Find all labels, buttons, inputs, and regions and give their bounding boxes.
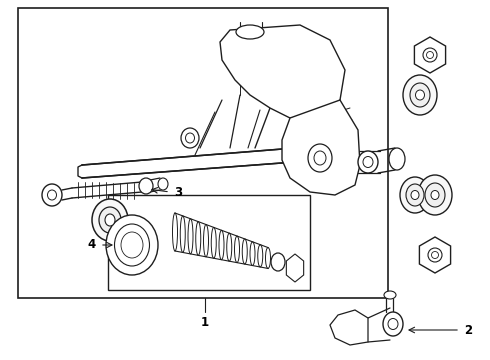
Ellipse shape — [92, 199, 128, 241]
Text: 4: 4 — [88, 238, 96, 252]
Ellipse shape — [266, 248, 270, 269]
Ellipse shape — [426, 51, 434, 58]
Ellipse shape — [411, 190, 419, 199]
Ellipse shape — [388, 319, 398, 329]
Ellipse shape — [418, 175, 452, 215]
Ellipse shape — [406, 184, 424, 206]
Ellipse shape — [242, 239, 247, 264]
Ellipse shape — [400, 177, 430, 213]
Ellipse shape — [48, 190, 56, 200]
Text: 3: 3 — [174, 185, 182, 198]
Ellipse shape — [139, 178, 153, 194]
Ellipse shape — [389, 148, 405, 170]
Ellipse shape — [227, 233, 232, 261]
Ellipse shape — [181, 128, 199, 148]
Ellipse shape — [432, 252, 439, 258]
Ellipse shape — [428, 248, 442, 262]
Ellipse shape — [99, 207, 121, 233]
Ellipse shape — [308, 144, 332, 172]
Ellipse shape — [258, 245, 263, 267]
Ellipse shape — [105, 214, 115, 226]
Ellipse shape — [410, 83, 430, 107]
Polygon shape — [419, 237, 451, 273]
Ellipse shape — [384, 291, 396, 299]
Ellipse shape — [158, 178, 168, 190]
Text: 1: 1 — [201, 315, 209, 328]
Ellipse shape — [250, 242, 255, 266]
Polygon shape — [220, 25, 345, 118]
Ellipse shape — [383, 312, 403, 336]
Ellipse shape — [203, 225, 209, 257]
Ellipse shape — [314, 151, 326, 165]
Ellipse shape — [403, 75, 437, 115]
Polygon shape — [286, 254, 304, 282]
Ellipse shape — [431, 190, 439, 199]
Polygon shape — [282, 100, 360, 195]
Ellipse shape — [271, 253, 285, 271]
Ellipse shape — [106, 215, 158, 275]
Ellipse shape — [423, 48, 437, 62]
Ellipse shape — [42, 184, 62, 206]
Ellipse shape — [172, 213, 177, 251]
Ellipse shape — [425, 183, 445, 207]
Polygon shape — [330, 310, 368, 345]
Ellipse shape — [115, 224, 149, 266]
Ellipse shape — [121, 232, 143, 258]
Ellipse shape — [363, 157, 373, 167]
Ellipse shape — [188, 219, 193, 254]
Bar — [18, 8, 388, 298]
Ellipse shape — [236, 25, 264, 39]
Ellipse shape — [180, 216, 185, 252]
Ellipse shape — [358, 151, 378, 173]
Ellipse shape — [196, 222, 201, 255]
Ellipse shape — [416, 90, 424, 100]
Ellipse shape — [219, 230, 224, 260]
Ellipse shape — [211, 228, 216, 258]
Polygon shape — [415, 37, 445, 73]
Ellipse shape — [186, 133, 195, 143]
Ellipse shape — [235, 236, 240, 263]
Bar — [108, 195, 310, 290]
Text: 2: 2 — [464, 324, 472, 337]
